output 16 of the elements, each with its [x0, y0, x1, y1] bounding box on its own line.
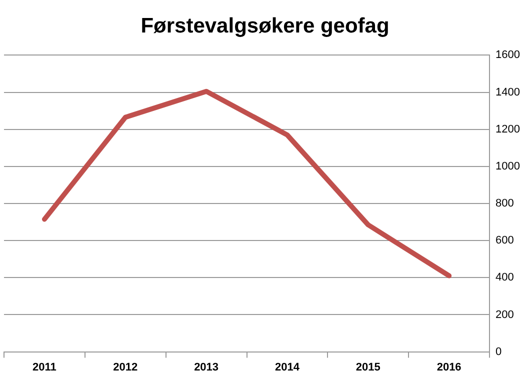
- y-tick-label: 800: [496, 198, 514, 210]
- y-tick-label: 1400: [496, 86, 520, 98]
- y-tick-label: 400: [496, 272, 514, 284]
- x-tick-label: 2011: [32, 361, 56, 374]
- y-tick-label: 200: [496, 308, 514, 321]
- x-tick-label: 2015: [356, 361, 380, 374]
- chart-title: Førstevalgsøkere geofag: [140, 14, 390, 38]
- x-tick-label: 2016: [436, 361, 462, 374]
- y-tick-label: 1000: [496, 160, 520, 172]
- x-tick-label: 2014: [274, 361, 300, 374]
- y-tick-label: 1200: [496, 123, 520, 136]
- y-tick-label: 1600: [496, 49, 520, 62]
- y-tick-label: 0: [496, 346, 502, 358]
- x-tick-label: 2012: [113, 361, 138, 374]
- x-tick-label: 2013: [194, 361, 219, 374]
- y-tick-label: 600: [496, 234, 514, 247]
